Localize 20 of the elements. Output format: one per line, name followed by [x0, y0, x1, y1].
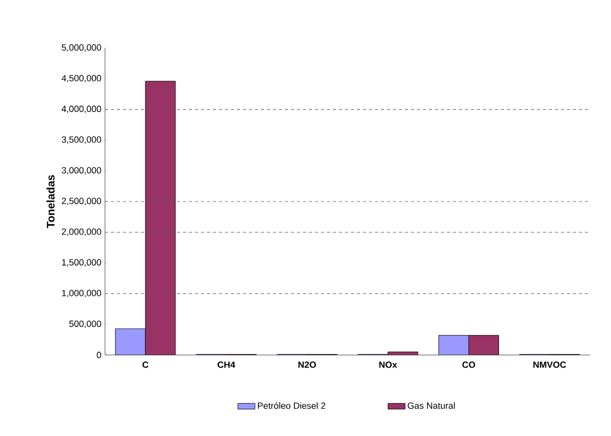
- y-tick-label: 1,500,000: [62, 259, 102, 267]
- y-tick-label: 3,500,000: [62, 136, 102, 144]
- y-tick-label: 2,000,000: [62, 228, 102, 236]
- y-tick-label: 500,000: [69, 320, 102, 328]
- y-tick-label: 2,500,000: [62, 198, 102, 206]
- x-tick-label: N2O: [298, 362, 316, 368]
- y-tick-label: 5,000,000: [62, 44, 102, 52]
- y-tick-label: 4,500,000: [62, 74, 102, 82]
- legend-label: Petróleo Diesel 2: [258, 402, 326, 409]
- legend-label: Gas Natural: [408, 402, 455, 409]
- x-tick-label: NMVOC: [533, 362, 566, 368]
- x-tick-label: CH4: [218, 362, 236, 368]
- y-tick-label: 1,000,000: [62, 290, 102, 298]
- y-tick-label: 0: [96, 352, 102, 358]
- x-tick-label: C: [142, 362, 148, 368]
- y-axis-title: Toneladas: [46, 175, 55, 228]
- x-tick-label: CO: [462, 362, 476, 368]
- y-tick-label: 4,000,000: [62, 106, 102, 114]
- x-tick-label: NOx: [379, 362, 398, 368]
- y-tick-label: 3,000,000: [62, 167, 102, 174]
